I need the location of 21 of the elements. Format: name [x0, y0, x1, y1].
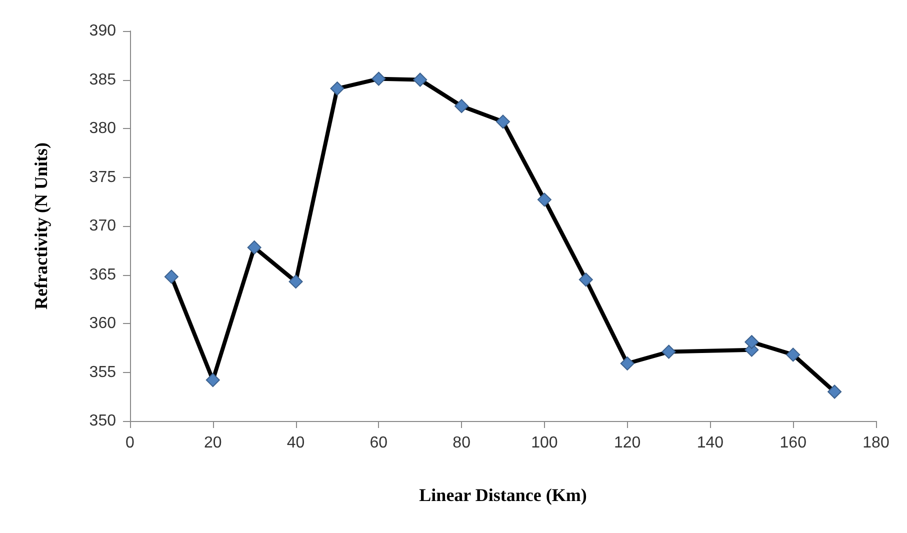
x-tick-label: 80: [452, 434, 471, 452]
y-tick-label: 385: [89, 71, 116, 88]
y-tick-label: 350: [89, 412, 116, 430]
x-tick-label: 120: [614, 434, 641, 452]
x-tick-label: 180: [862, 434, 890, 452]
y-tick-label: 370: [89, 218, 116, 234]
y-tick-label: 365: [89, 266, 116, 284]
y-tick-label: 355: [89, 364, 116, 381]
x-axis-title: Linear Distance (Km): [419, 485, 587, 505]
x-tick-label: 0: [126, 434, 135, 452]
x-tick-label: 160: [780, 434, 807, 452]
y-tick-label: 390: [89, 22, 116, 40]
y-tick-label: 360: [89, 315, 116, 332]
y-tick-label: 380: [89, 120, 116, 137]
x-tick-label: 40: [286, 434, 305, 452]
x-tick-label: 140: [696, 434, 724, 452]
y-tick-label: 375: [89, 168, 116, 186]
x-tick-label: 20: [204, 434, 222, 452]
x-tick-label: 100: [531, 434, 558, 452]
y-axis-title: Refractivity (N Units): [31, 142, 51, 310]
x-tick-label: 60: [370, 434, 388, 452]
